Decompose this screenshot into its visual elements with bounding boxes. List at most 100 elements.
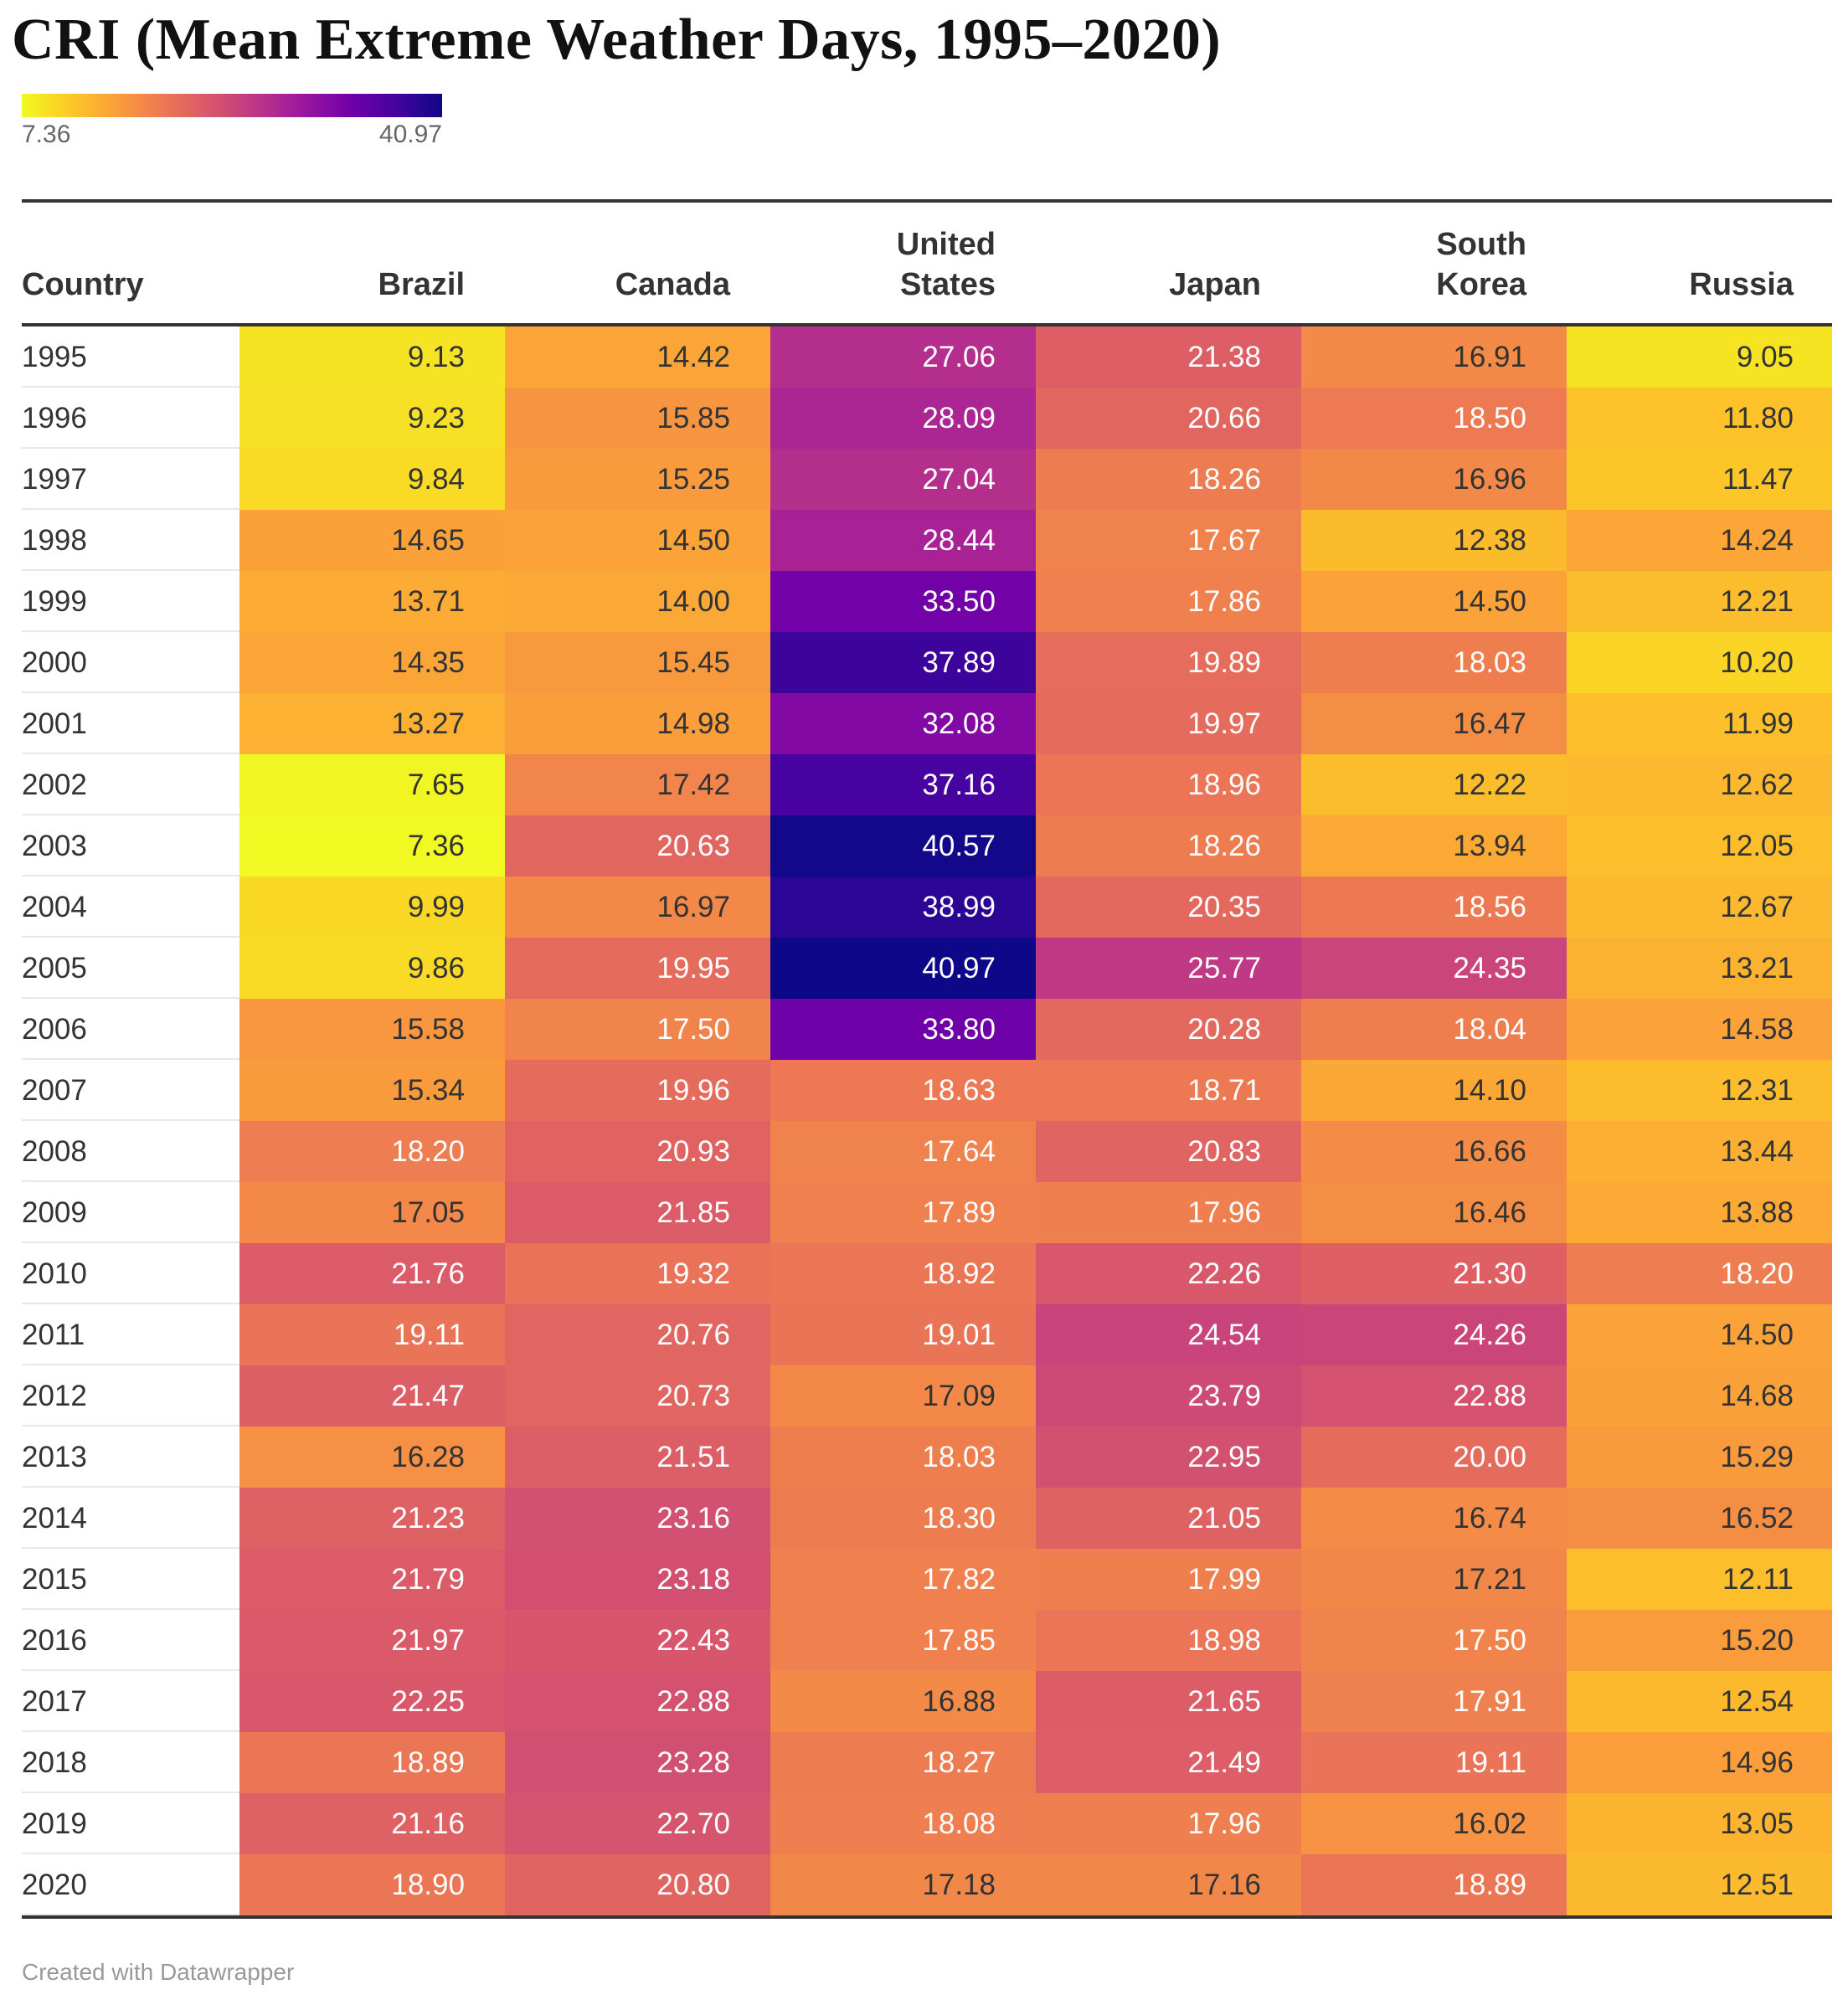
column-header-line: Japan xyxy=(1169,267,1261,302)
table-row: 2017 22.25 22.88 16.88 21.65 17.91 12.54 xyxy=(22,1671,1832,1732)
row-year-label: 1998 xyxy=(22,510,239,571)
heat-cell: 14.00 xyxy=(505,571,770,632)
row-year-label: 2010 xyxy=(22,1243,239,1304)
table-row: 2012 21.47 20.73 17.09 23.79 22.88 14.68 xyxy=(22,1365,1832,1427)
heat-cell: 12.62 xyxy=(1567,754,1832,815)
heat-cell: 17.96 xyxy=(1036,1182,1301,1243)
table-row: 2020 18.90 20.80 17.18 17.16 18.89 12.51 xyxy=(22,1854,1832,1915)
heat-cell: 33.80 xyxy=(770,999,1036,1060)
row-year-label: 2011 xyxy=(22,1304,239,1365)
heat-cell: 18.89 xyxy=(239,1732,505,1793)
heat-cell: 14.96 xyxy=(1567,1732,1832,1793)
row-year-label: 2012 xyxy=(22,1365,239,1427)
heat-cell: 14.65 xyxy=(239,510,505,571)
table-row: 2019 21.16 22.70 18.08 17.96 16.02 13.05 xyxy=(22,1793,1832,1854)
table-row: 1997 9.84 15.25 27.04 18.26 16.96 11.47 xyxy=(22,449,1832,510)
table-row: 2003 7.36 20.63 40.57 18.26 13.94 12.05 xyxy=(22,815,1832,877)
heat-cell: 18.26 xyxy=(1036,449,1301,510)
heat-cell: 18.98 xyxy=(1036,1610,1301,1671)
legend-gradient-bar xyxy=(22,94,442,117)
heat-cell: 16.91 xyxy=(1301,326,1567,388)
heat-cell: 19.01 xyxy=(770,1304,1036,1365)
table-row: 2005 9.86 19.95 40.97 25.77 24.35 13.21 xyxy=(22,938,1832,999)
heat-cell: 17.89 xyxy=(770,1182,1036,1243)
heat-cell: 12.11 xyxy=(1567,1549,1832,1610)
heat-cell: 9.23 xyxy=(239,388,505,449)
heat-cell: 21.76 xyxy=(239,1243,505,1304)
heat-cell: 21.65 xyxy=(1036,1671,1301,1732)
heat-cell: 14.42 xyxy=(505,326,770,388)
heat-cell: 16.66 xyxy=(1301,1121,1567,1182)
heat-cell: 16.47 xyxy=(1301,693,1567,754)
heat-cell: 17.09 xyxy=(770,1365,1036,1427)
heat-cell: 23.16 xyxy=(505,1488,770,1549)
row-year-label: 2017 xyxy=(22,1671,239,1732)
heat-cell: 22.70 xyxy=(505,1793,770,1854)
heat-cell: 12.54 xyxy=(1567,1671,1832,1732)
heat-cell: 16.02 xyxy=(1301,1793,1567,1854)
row-year-label: 2004 xyxy=(22,877,239,938)
row-year-label: 2015 xyxy=(22,1549,239,1610)
heat-cell: 18.71 xyxy=(1036,1060,1301,1121)
heat-cell: 9.13 xyxy=(239,326,505,388)
column-header-line: Brazil xyxy=(378,267,465,302)
heat-cell: 17.16 xyxy=(1036,1854,1301,1915)
heat-cell: 13.27 xyxy=(239,693,505,754)
heat-cell: 12.05 xyxy=(1567,815,1832,877)
heat-cell: 13.94 xyxy=(1301,815,1567,877)
table-row: 2016 21.97 22.43 17.85 18.98 17.50 15.20 xyxy=(22,1610,1832,1671)
row-year-label: 1995 xyxy=(22,326,239,388)
heat-cell: 17.42 xyxy=(505,754,770,815)
heat-cell: 18.50 xyxy=(1301,388,1567,449)
heat-cell: 19.96 xyxy=(505,1060,770,1121)
heat-cell: 12.22 xyxy=(1301,754,1567,815)
heat-cell: 27.04 xyxy=(770,449,1036,510)
credit-text: Created with Datawrapper xyxy=(22,1959,295,1985)
heat-cell: 21.49 xyxy=(1036,1732,1301,1793)
heat-cell: 28.44 xyxy=(770,510,1036,571)
table-row: 2001 13.27 14.98 32.08 19.97 16.47 11.99 xyxy=(22,693,1832,754)
heat-cell: 16.88 xyxy=(770,1671,1036,1732)
column-header-line: Canada xyxy=(615,267,730,302)
table-row: 2011 19.11 20.76 19.01 24.54 24.26 14.50 xyxy=(22,1304,1832,1365)
heat-cell: 12.51 xyxy=(1567,1854,1832,1915)
heat-cell: 14.35 xyxy=(239,632,505,693)
heat-cell: 12.67 xyxy=(1567,877,1832,938)
row-year-label: 2019 xyxy=(22,1793,239,1854)
heat-cell: 19.95 xyxy=(505,938,770,999)
heat-cell: 20.73 xyxy=(505,1365,770,1427)
heat-cell: 17.67 xyxy=(1036,510,1301,571)
table-header-row: Country Brazil Canada United States Japan Sou… xyxy=(22,203,1832,326)
heat-cell: 17.21 xyxy=(1301,1549,1567,1610)
heat-cell: 24.35 xyxy=(1301,938,1567,999)
row-year-label: 2009 xyxy=(22,1182,239,1243)
row-year-label: 2007 xyxy=(22,1060,239,1121)
heat-cell: 20.00 xyxy=(1301,1427,1567,1488)
heat-cell: 22.88 xyxy=(1301,1365,1567,1427)
row-year-label: 2003 xyxy=(22,815,239,877)
heat-cell: 20.80 xyxy=(505,1854,770,1915)
heat-cell: 12.38 xyxy=(1301,510,1567,571)
heat-cell: 24.26 xyxy=(1301,1304,1567,1365)
heat-cell: 9.99 xyxy=(239,877,505,938)
row-year-label: 2020 xyxy=(22,1854,239,1915)
column-header-line: States xyxy=(899,267,996,302)
heat-cell: 18.27 xyxy=(770,1732,1036,1793)
table-top-rule xyxy=(22,199,1832,203)
heat-cell: 21.47 xyxy=(239,1365,505,1427)
heat-cell: 19.32 xyxy=(505,1243,770,1304)
heat-cell: 21.30 xyxy=(1301,1243,1567,1304)
heat-cell: 18.30 xyxy=(770,1488,1036,1549)
table-row: 2018 18.89 23.28 18.27 21.49 19.11 14.96 xyxy=(22,1732,1832,1793)
heat-cell: 11.80 xyxy=(1567,388,1832,449)
heat-cell: 20.83 xyxy=(1036,1121,1301,1182)
heat-cell: 7.65 xyxy=(239,754,505,815)
heat-cell: 20.66 xyxy=(1036,388,1301,449)
heat-cell: 23.79 xyxy=(1036,1365,1301,1427)
heatmap-table: Country Brazil Canada United States Japan Sou… xyxy=(22,199,1832,1919)
row-year-label: 2013 xyxy=(22,1427,239,1488)
heat-cell: 15.34 xyxy=(239,1060,505,1121)
heat-cell: 14.50 xyxy=(1567,1304,1832,1365)
heat-cell: 15.85 xyxy=(505,388,770,449)
row-year-label: 2005 xyxy=(22,938,239,999)
